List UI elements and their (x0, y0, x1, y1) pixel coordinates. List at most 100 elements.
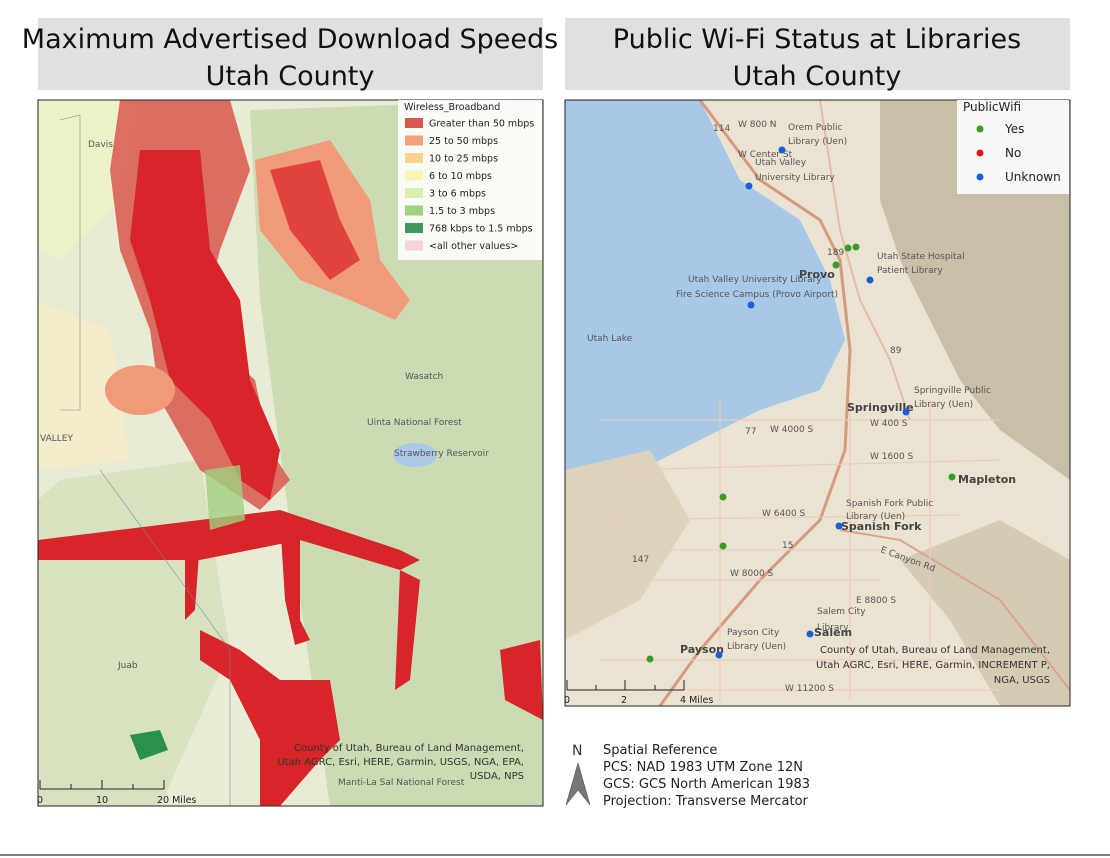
map-subtitle: Utah County (733, 61, 902, 92)
reference-line: GCS: GCS North American 1983 (603, 777, 810, 792)
library-point[interactable] (844, 244, 852, 252)
place-label: Manti-La Sal National Forest (338, 778, 465, 788)
attribution: County of Utah, Bureau of Land Managemen… (277, 743, 524, 782)
road-label: W 400 S (870, 419, 908, 429)
library-point[interactable] (948, 473, 956, 481)
library-point[interactable] (832, 261, 840, 269)
road-label: W 4000 S (770, 425, 814, 435)
legend-label: <all other values> (429, 241, 518, 252)
reference-line: PCS: NAD 1983 UTM Zone 12N (603, 760, 803, 775)
library-point[interactable] (902, 408, 910, 416)
library-point[interactable] (852, 243, 860, 251)
library-label: Spanish Fork Public (846, 499, 933, 509)
place-label: Springville (847, 401, 914, 414)
legend-label: 10 to 25 mbps (429, 154, 498, 165)
legend-label: 6 to 10 mbps (429, 171, 492, 182)
road-label: W 11200 S (785, 684, 834, 694)
legend-label: 768 kbps to 1.5 mbps (429, 224, 533, 235)
attribution-line: County of Utah, Bureau of Land Managemen… (820, 645, 1050, 656)
attribution-line: Utah AGRC, Esri, HERE, Garmin, USGS, NGA… (277, 757, 524, 768)
spatial-reference: N Spatial Reference PCS: NAD 1983 UTM Zo… (565, 743, 810, 809)
attribution-line: County of Utah, Bureau of Land Managemen… (294, 743, 524, 754)
place-label: Uinta National Forest (367, 418, 462, 428)
road-label: W Center St (738, 150, 793, 160)
legend-swatch (976, 125, 984, 133)
reference-line: Spatial Reference (603, 743, 717, 758)
legend-swatch (976, 149, 984, 157)
road-label: 77 (745, 427, 756, 437)
map-subtitle: Utah County (206, 61, 375, 92)
legend-label: 3 to 6 mbps (429, 189, 486, 200)
library-point[interactable] (806, 630, 814, 638)
scale-label: 2 (621, 695, 627, 706)
place-label: Spanish Fork (841, 520, 922, 533)
scale-bar: 0 10 20 Miles (37, 780, 196, 806)
road-label: W 6400 S (762, 509, 806, 519)
road-label: 89 (890, 346, 902, 356)
legend-label: Yes (1004, 122, 1024, 136)
road-label: 189 (827, 248, 844, 258)
legend-swatch (405, 223, 423, 233)
place-label: Juab (117, 661, 138, 671)
place-label: Provo (799, 268, 835, 281)
legend-swatch (405, 153, 423, 163)
library-label: Utah Valley University Library (688, 275, 822, 285)
legend-swatch (405, 118, 423, 128)
legend-swatch (405, 188, 423, 198)
library-point[interactable] (778, 146, 786, 154)
place-label: Wasatch (405, 372, 443, 382)
library-label: Payson City (727, 628, 780, 638)
place-label: Salem (814, 626, 852, 639)
north-arrow (565, 761, 591, 806)
legend-label: No (1005, 146, 1021, 160)
library-point[interactable] (715, 651, 723, 659)
library-label: Utah Valley (755, 158, 807, 168)
road-label: E 8800 S (856, 596, 896, 606)
scale-label: 0 (37, 795, 43, 806)
road-label: 15 (782, 541, 793, 551)
legend-title: Wireless_Broadband (404, 102, 500, 113)
road-label: W 800 N (738, 120, 777, 130)
scale-bar: 0 2 4 Miles (564, 680, 713, 706)
scale-label: 10 (96, 795, 108, 806)
title-box (38, 18, 543, 90)
road-label: W 1600 S (870, 452, 914, 462)
library-point[interactable] (835, 522, 843, 530)
road-label: 147 (632, 555, 649, 565)
attribution: County of Utah, Bureau of Land Managemen… (816, 645, 1050, 686)
attribution-line: NGA, USGS (994, 675, 1050, 686)
legend-swatch (405, 170, 423, 181)
scale-label: 4 Miles (680, 695, 713, 706)
place-label: Mapleton (958, 473, 1016, 486)
north-label: N (572, 743, 582, 759)
library-label: Orem Public (788, 123, 842, 133)
legend-swatch (405, 205, 423, 216)
place-label: Utah Lake (587, 334, 633, 344)
library-label: Springville Public (914, 386, 991, 396)
wifi-map: Utah Lake Provo Springville Mapleton Spa… (565, 100, 1070, 706)
legend-title: PublicWifi (963, 100, 1021, 114)
library-label: Library (Uen) (846, 512, 905, 522)
legend: PublicWifi Yes No Unknown (957, 100, 1069, 194)
library-point[interactable] (747, 301, 755, 309)
title-box (565, 18, 1070, 90)
library-point[interactable] (719, 542, 727, 550)
place-label: Davis (88, 140, 113, 150)
broadband-map: Davis Wasatch Uinta National Forest Stra… (38, 100, 543, 806)
legend-label: 25 to 50 mbps (429, 136, 498, 147)
legend-label: Greater than 50 mbps (429, 119, 534, 130)
map-frame (564, 99, 1071, 707)
legend: Wireless_Broadband Greater than 50 mbps 2… (398, 100, 542, 260)
place-label: Payson (680, 643, 724, 656)
library-label: Patient Library (877, 266, 943, 276)
library-point[interactable] (866, 276, 874, 284)
road-label: W 8000 S (730, 569, 774, 579)
attribution-line: Utah AGRC, Esri, HERE, Garmin, INCREMENT… (816, 660, 1050, 671)
legend-label: 1.5 to 3 mbps (429, 206, 495, 217)
library-point[interactable] (719, 493, 727, 501)
library-point[interactable] (646, 655, 654, 663)
library-point[interactable] (745, 182, 753, 190)
legend-label: Unknown (1005, 170, 1061, 184)
legend-swatch (976, 173, 984, 181)
